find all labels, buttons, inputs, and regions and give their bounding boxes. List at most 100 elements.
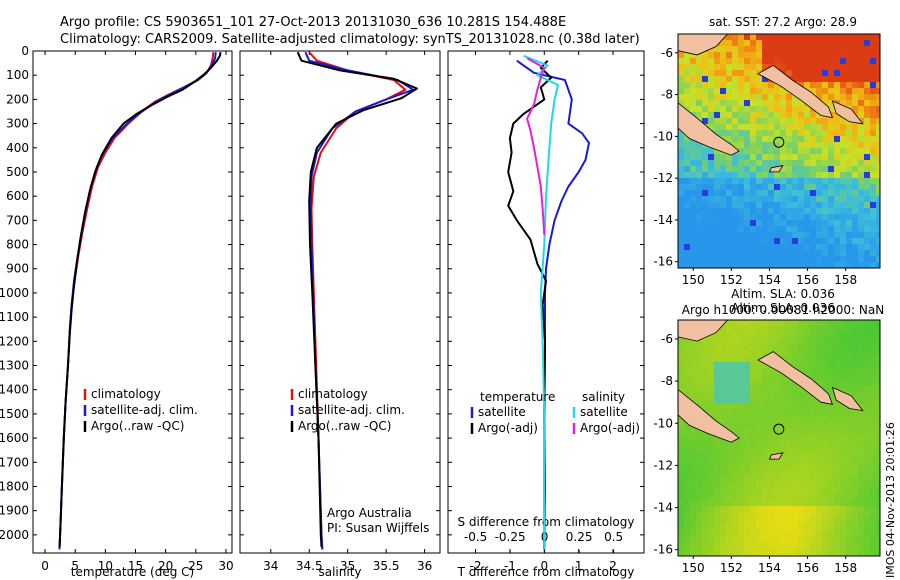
land-mass	[757, 351, 834, 405]
land-mass	[678, 320, 729, 342]
land-mass	[768, 452, 784, 460]
sla-map-xtick-label: 156	[796, 561, 819, 575]
sla-map-xtick-label: 158	[834, 561, 857, 575]
sla-map-ytick-label: -12	[653, 458, 673, 472]
sla-map-ytick-label: -14	[653, 501, 673, 515]
sla-map-axes-box	[677, 319, 881, 557]
depth-tick-label: 2000	[0, 528, 29, 542]
difference-xtick-label: 2	[609, 559, 617, 573]
depth-tick-label: 1000	[0, 286, 29, 300]
depth-tick-label: 300	[6, 117, 29, 131]
sst-map-xtick-label: 158	[834, 273, 857, 287]
temperature-xtick-label: 15	[128, 559, 143, 573]
argo-float-marker	[773, 136, 785, 148]
depth-tick-label: 0	[21, 44, 29, 58]
temperature-xtick-label: 10	[98, 559, 113, 573]
sst-map-ytick-label: -16	[653, 255, 673, 269]
temperature-xtick-label: 5	[71, 559, 79, 573]
sla-map-xtick-label: 150	[682, 561, 705, 575]
temperature-xlabel: temperature (deg C)	[71, 565, 194, 579]
temperature-xtick-label: 20	[158, 559, 173, 573]
sla-map-panel: 150 152 154 156 158 -6 -8 -10 -12 -14 -16 Altim. SL…	[653, 287, 884, 575]
difference-xtick-label: -1	[504, 559, 516, 573]
salinity-xlabel: salinity	[318, 565, 361, 579]
annotation-text: Argo Australia	[327, 506, 412, 520]
salinity-diff-xlabel: S difference from climatology	[458, 515, 635, 529]
temperature-xtick-label: 25	[188, 559, 203, 573]
depth-tick-label: 1500	[0, 407, 29, 421]
depth-tick-label: 100	[6, 68, 29, 82]
difference-panel: -2 -1 0 1 2T difference from climatology -0.5…	[447, 50, 645, 579]
temperature-xtick-label: 0	[41, 559, 49, 573]
legend-label: Argo(-adj)	[580, 421, 640, 435]
sla-map-subtitle: Argo h1000: 0.00081 h2000: NaN	[682, 303, 884, 317]
difference-series-sal_argo	[526, 57, 546, 235]
sst-map-ytick-label: -12	[653, 171, 673, 185]
land-mass	[831, 100, 864, 125]
temperature-axes-box	[32, 50, 233, 554]
salinity-axes-box	[239, 50, 441, 554]
salinity-diff-tick-label: -0.5	[464, 530, 487, 544]
salinity-diff-tick-label: 0.5	[604, 530, 623, 544]
legend-label: Argo(-adj)	[478, 421, 538, 435]
figure-title-line2: Climatology: CARS2009. Satellite-adjuste…	[60, 32, 640, 47]
figure-title-line1: Argo profile: CS 5903651_101 27-Oct-2013…	[60, 15, 567, 30]
sst-map-ytick-label: -10	[653, 129, 673, 143]
sla-map-ytick-label: -16	[653, 543, 673, 557]
sla-map-title: Altim. SLA: 0.036	[731, 287, 835, 301]
sla-map-ytick-label: -8	[661, 374, 673, 388]
difference-xtick-label: 0	[540, 559, 548, 573]
sla-map-ytick-label: -10	[653, 416, 673, 430]
salinity-xtick-label: 36	[417, 559, 432, 573]
sst-map-ytick-label: -6	[661, 46, 673, 60]
depth-tick-label: 1800	[0, 479, 29, 493]
depth-tick-label: 200	[6, 92, 29, 106]
salinity-diff-tick-label: 0.25	[566, 530, 593, 544]
difference-xlabel: T difference from climatology	[457, 565, 635, 579]
legend-label: Argo(..raw -QC)	[298, 419, 391, 433]
sst-map-ytick-label: -8	[661, 88, 673, 102]
difference-series-argo	[507, 60, 553, 550]
sst-map-field	[678, 34, 880, 268]
depth-tick-label: 1400	[0, 383, 29, 397]
depth-tick-label: 1300	[0, 359, 29, 373]
sst-map-xtick-label: 150	[682, 273, 705, 287]
temperature-series-argo	[58, 52, 222, 548]
temperature-xtick-label: 30	[218, 559, 233, 573]
salinity-xtick-label: 35	[340, 559, 355, 573]
land-mass	[831, 386, 864, 412]
salinity-xtick-label: 34	[263, 559, 278, 573]
salinity-series-argo	[296, 51, 418, 548]
depth-tick-label: 500	[6, 165, 29, 179]
depth-tick-label: 1100	[0, 310, 29, 324]
sst-map-xtick-label: 156	[796, 273, 819, 287]
land-mass	[678, 102, 740, 156]
legend-label: satellite-adj. clim.	[91, 403, 198, 417]
sst-map-title: sat. SST: 27.2 Argo: 28.9	[709, 15, 857, 29]
land-mass	[678, 34, 729, 56]
salinity-diff-tick-label: -0.25	[495, 530, 526, 544]
annotation-text: PI: Susan Wijffels	[327, 521, 429, 535]
sla-map-ytick-label: -6	[661, 332, 673, 346]
legend-label: climatology	[298, 387, 368, 401]
legend-label: Argo(..raw -QC)	[91, 419, 184, 433]
legend-label: satellite-adj. clim.	[298, 403, 405, 417]
depth-tick-label: 600	[6, 189, 29, 203]
sla-map-field	[678, 320, 880, 556]
depth-tick-label: 700	[6, 213, 29, 227]
temperature-panel: 0100200300400500600700800900100011001200…	[0, 44, 234, 579]
sla-map-xtick-label: 154	[758, 561, 781, 575]
sst-map-panel: 150 152 154 156 158 -6 -8 -10 -12 -14 -16 sat. SST:…	[653, 15, 881, 287]
land-mass	[678, 388, 740, 443]
land-mass	[757, 64, 834, 119]
depth-tick-label: 800	[6, 238, 29, 252]
sst-map-xtick-label: 152	[720, 273, 743, 287]
depth-tick-label: 1700	[0, 455, 29, 469]
legend-label: climatology	[91, 387, 161, 401]
sst-map-axes-box	[677, 33, 881, 269]
sst-map-xtick-label: 154	[758, 273, 781, 287]
legend-label: satellite	[580, 405, 628, 419]
legend-header-salinity: salinity	[582, 390, 625, 404]
legend-label: satellite	[478, 405, 526, 419]
